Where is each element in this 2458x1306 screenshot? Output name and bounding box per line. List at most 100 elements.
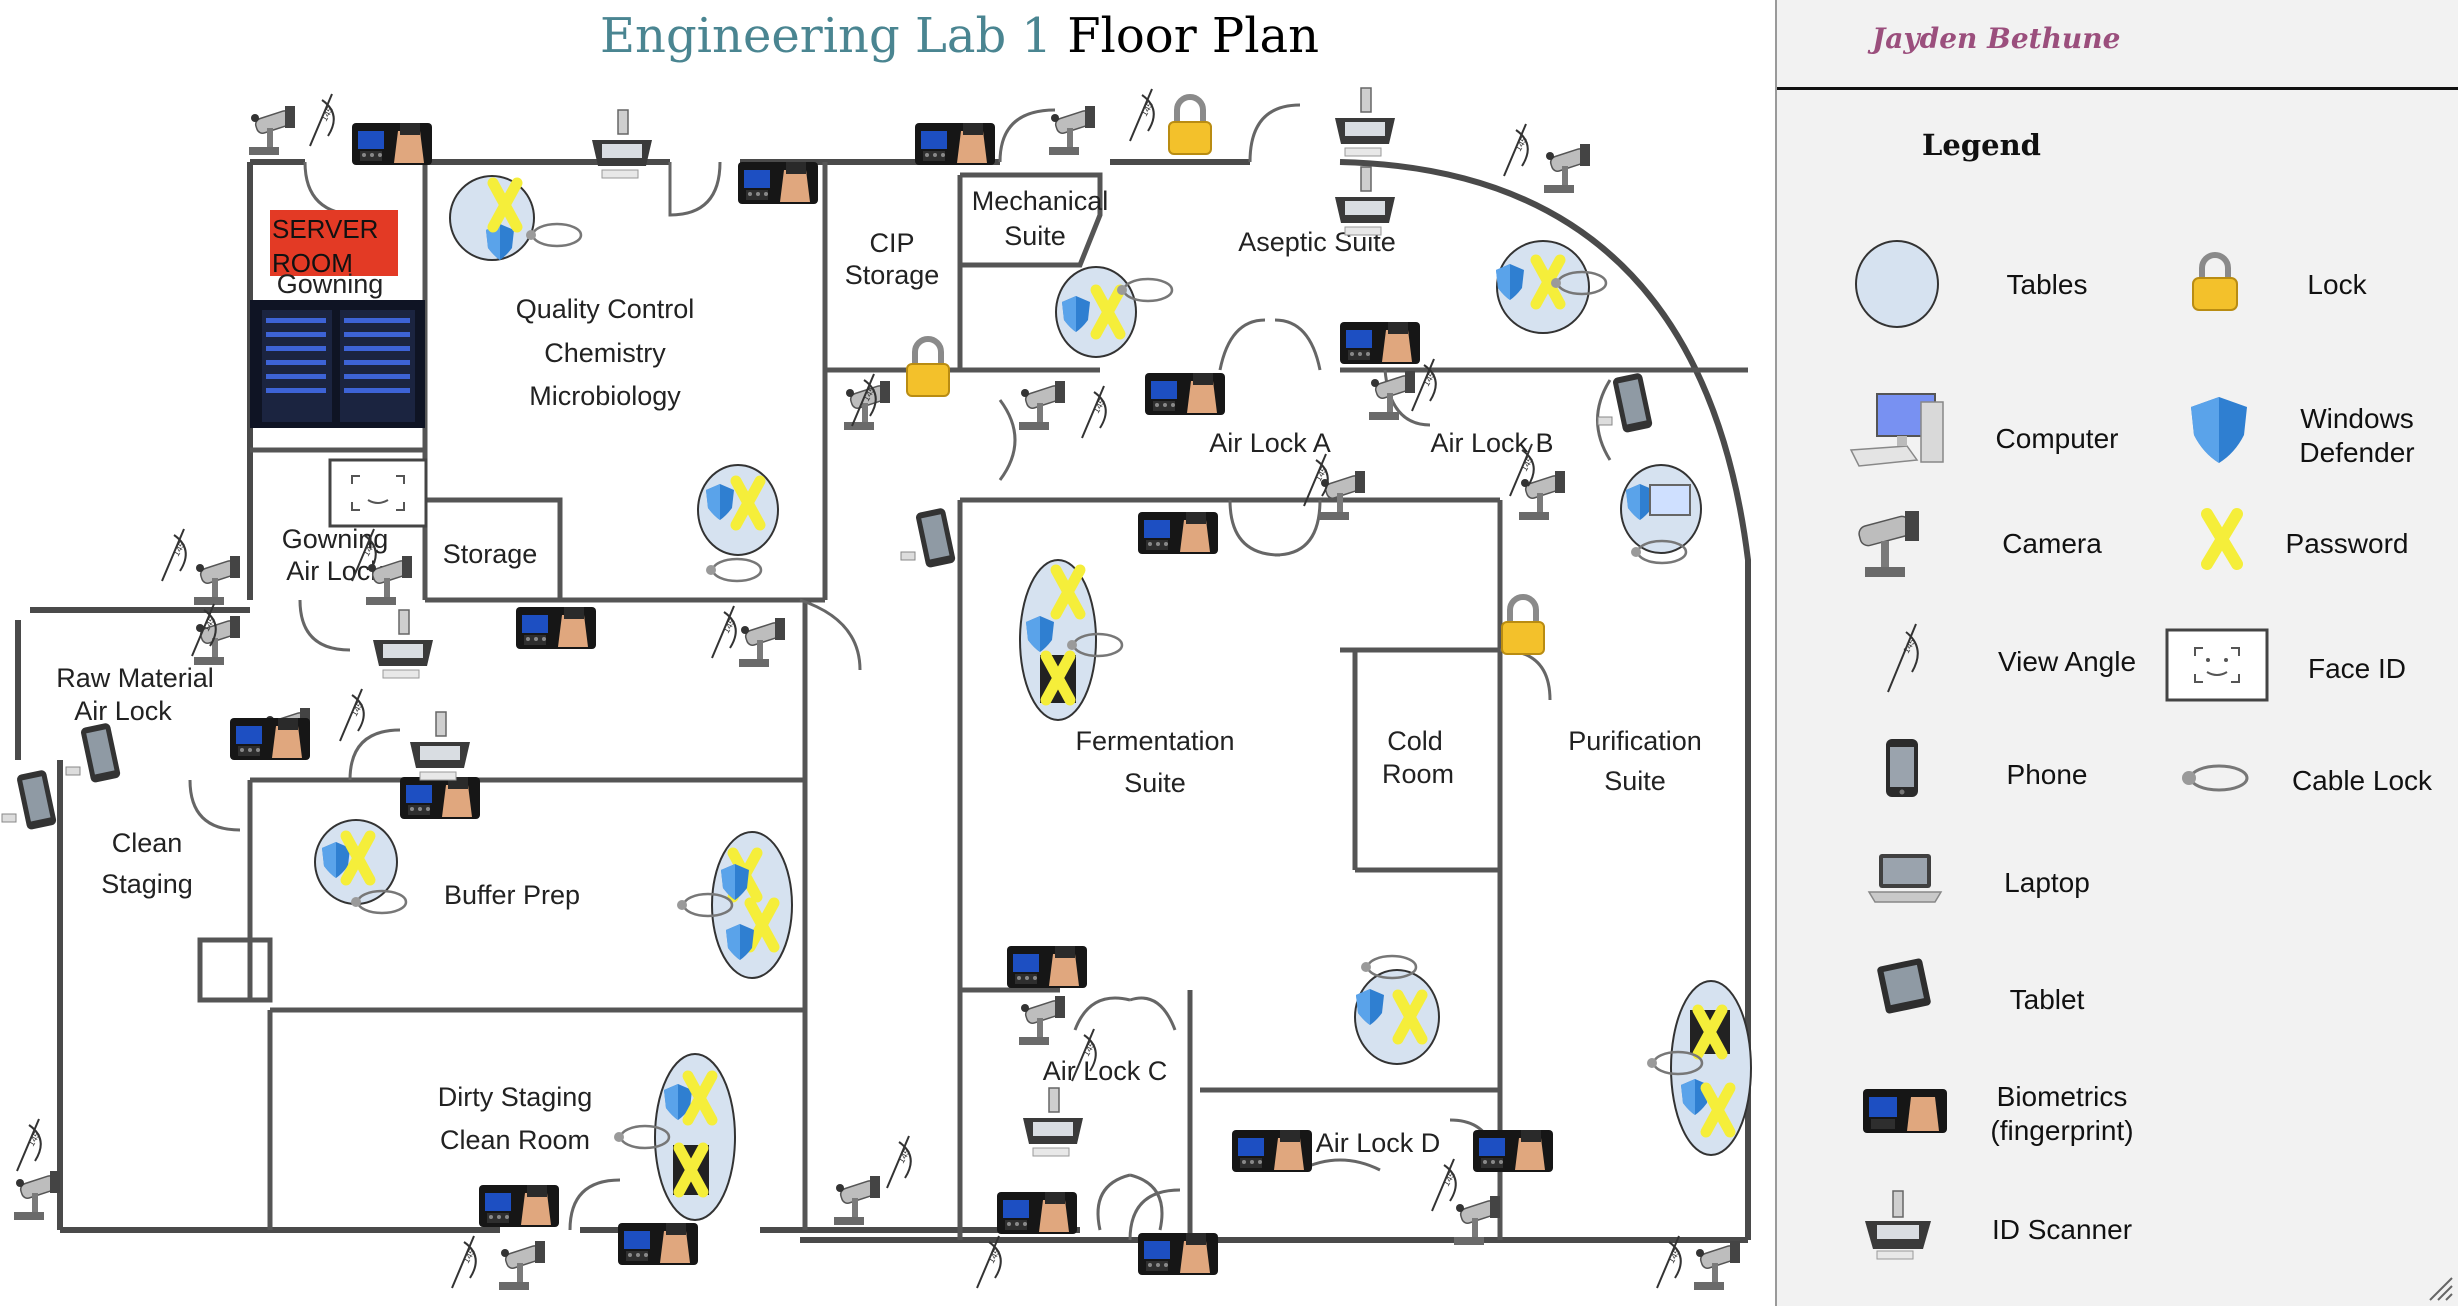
windows-defender-icon — [2191, 397, 2247, 463]
room-cip-line1: CIP — [869, 228, 914, 258]
biometrics-icon — [230, 718, 310, 760]
server-room-line2: ROOM — [272, 248, 353, 278]
legend-label-defender: Defender — [2299, 437, 2415, 468]
biometrics-icon — [1138, 512, 1218, 554]
camera-icon — [1048, 105, 1096, 156]
view-angle-icon — [976, 1235, 1004, 1289]
floor-plan-title: Engineering Lab 1 Floor Plan — [600, 8, 1319, 64]
room-qc-line1: Quality Control — [516, 294, 695, 324]
view-angle-icon — [711, 605, 739, 659]
table-icon — [1855, 240, 1939, 328]
camera-icon — [193, 555, 241, 606]
table-buffer-right — [675, 831, 793, 979]
floor-plan-diagram: 145 — [1, 8, 1752, 1291]
room-gowning-air-lock-line2: Air Lock — [286, 556, 384, 586]
room-clean-staging-line1: Clean — [112, 828, 183, 858]
password-icon — [2201, 508, 2243, 570]
biometrics-icon — [1340, 322, 1420, 364]
biometrics-icon — [915, 123, 995, 165]
author-divider — [1777, 87, 2458, 90]
id-scanner-icon — [372, 609, 434, 679]
id-scanner-icon — [1022, 1087, 1084, 1157]
room-qc-line3: Microbiology — [529, 381, 681, 411]
legend-label-view-angle: View Angle — [1997, 646, 2137, 677]
view-angle-icon — [1431, 1158, 1459, 1212]
room-air-lock-a: Air Lock A — [1209, 428, 1331, 458]
camera-icon — [498, 1240, 546, 1291]
room-cold-room-line1: Cold — [1387, 726, 1443, 756]
table-mechanical — [1055, 266, 1174, 358]
view-angle-icon — [451, 1235, 479, 1289]
table-purification-top — [1620, 464, 1702, 565]
legend-label-password: Password — [2285, 528, 2409, 559]
biometrics-icon — [997, 1192, 1077, 1234]
camera-icon — [1368, 370, 1416, 421]
table-qc-top — [449, 175, 583, 261]
room-raw-material-line1: Raw Material — [56, 663, 214, 693]
computer-icon — [1849, 393, 1944, 467]
legend-label-windows: Windows — [2300, 403, 2414, 434]
room-cold-room-line2: Room — [1382, 759, 1454, 789]
legend-label-biometrics-line1: Biometrics — [1996, 1081, 2128, 1112]
room-buffer-prep: Buffer Prep — [444, 880, 580, 910]
camera-icon — [1518, 470, 1566, 521]
camera-icon — [1318, 470, 1366, 521]
biometrics-icon — [516, 607, 596, 649]
id-scanner-icon — [1865, 1190, 1931, 1260]
legend-label-computer: Computer — [1995, 423, 2119, 454]
legend-label-tables: Tables — [2006, 269, 2088, 300]
view-angle-icon — [309, 93, 337, 147]
legend-label-tablet: Tablet — [2009, 984, 2085, 1015]
view-angle-icon — [1656, 1235, 1684, 1289]
biometrics-icon — [352, 123, 432, 165]
room-mechanical-line2: Suite — [1004, 221, 1066, 251]
room-cip-line2: Storage — [845, 260, 940, 290]
room-purification-line2: Suite — [1604, 766, 1666, 796]
camera-icon — [1018, 995, 1066, 1046]
table-fermentation-bottom — [1354, 954, 1440, 1065]
lock-icon-cip — [907, 339, 949, 396]
legend-label-windows-defender: Windows Defender — [2282, 402, 2432, 470]
room-storage: Storage — [443, 539, 538, 569]
camera-icon — [1693, 1240, 1741, 1291]
camera-icon — [1858, 511, 1919, 577]
table-purification-bottom — [1645, 980, 1752, 1156]
biometrics-icon — [400, 777, 480, 819]
table-qc-bottom — [697, 464, 779, 583]
server-room-line1: SERVER — [272, 214, 378, 244]
view-angle-icon — [339, 688, 367, 742]
legend-label-laptop: Laptop — [2004, 867, 2090, 898]
room-gowning: Gowning — [277, 269, 384, 299]
room-air-lock-c: Air Lock C — [1043, 1056, 1168, 1086]
table-dirty-staging — [612, 1053, 736, 1221]
room-dirty-staging-line2: Clean Room — [440, 1125, 590, 1155]
resize-grip-icon[interactable] — [2424, 1272, 2454, 1302]
biometrics-icon — [1007, 946, 1087, 988]
view-angle-icon: 145 — [1887, 623, 1919, 693]
id-scanner-icon — [1334, 166, 1396, 236]
legend-label-lock: Lock — [2307, 269, 2367, 300]
table-aseptic — [1496, 240, 1608, 334]
room-purification-line1: Purification — [1568, 726, 1702, 756]
lock-icon-aseptic — [1169, 97, 1211, 154]
legend-label-id-scanner: ID Scanner — [1991, 1214, 2133, 1245]
room-mechanical-line1: Mechanical — [972, 186, 1109, 216]
room-fermentation-line1: Fermentation — [1075, 726, 1234, 756]
biometrics-icon — [1473, 1130, 1553, 1172]
laptop-icon — [1867, 854, 1943, 903]
camera-icon — [1543, 143, 1591, 194]
legend-label-face-id: Face ID — [2307, 653, 2407, 684]
legend-label-biometrics-line2: (fingerprint) — [1990, 1115, 2134, 1146]
room-air-lock-d: Air Lock D — [1316, 1128, 1441, 1158]
cable-lock-icon — [2182, 764, 2249, 792]
lock-icon-cold-room — [1502, 597, 1544, 654]
view-angle-icon — [1503, 123, 1531, 177]
room-air-lock-b: Air Lock B — [1430, 428, 1553, 458]
view-angle-icon — [161, 528, 189, 582]
table-fermentation — [1019, 559, 1124, 721]
author-name: Jayden Bethune — [1872, 22, 2121, 55]
camera-icon — [248, 105, 296, 156]
room-raw-material-line2: Air Lock — [74, 696, 172, 726]
view-angle-icon — [16, 1118, 44, 1172]
face-id-device — [328, 458, 428, 528]
